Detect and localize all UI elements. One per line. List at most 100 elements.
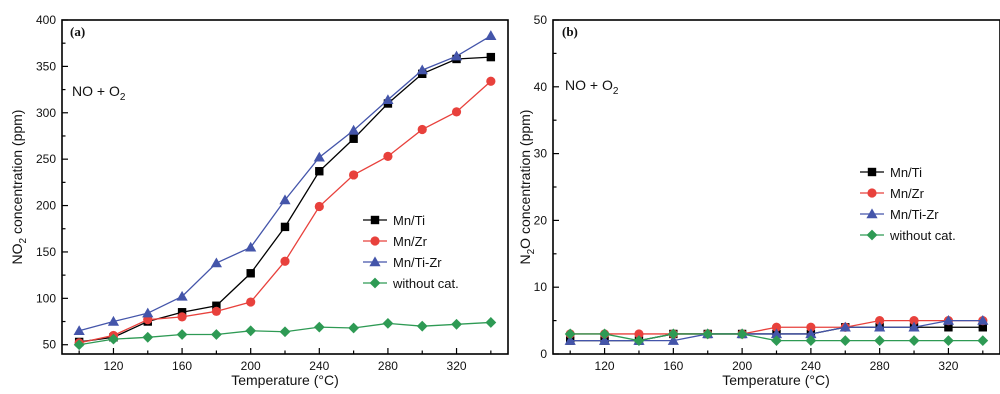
series-line-a-mn-zr bbox=[79, 80, 492, 344]
data-point-a-mn-ti-340 bbox=[486, 52, 496, 62]
chart-panel-a: 120 160 200 240 280 320 50 100 150 200 250 300 350 40… bbox=[9, 13, 509, 388]
data-point-a-mn-ti-260 bbox=[349, 134, 358, 143]
data-point-a-mn-ti-zr-100 bbox=[73, 325, 85, 336]
y-axis-title-b-rest: O concentration (ppm) bbox=[517, 110, 533, 249]
data-point-a-mn-ti-zr-160 bbox=[176, 290, 188, 301]
data-point-b-without-cat-200 bbox=[736, 328, 748, 340]
data-point-a-mn-ti-180 bbox=[212, 301, 221, 310]
legend-marker-b-without-cat bbox=[866, 229, 878, 241]
y-axis-title-b: N2O concentration (ppm) bbox=[517, 110, 537, 265]
data-point-b-without-cat-140 bbox=[633, 335, 645, 347]
data-point-b-without-cat-340 bbox=[977, 335, 989, 347]
legend-b: Mn/Ti Mn/Zr Mn/Ti-Zr without cat. bbox=[860, 165, 956, 243]
y-axis-title-a-main: NO bbox=[9, 243, 25, 264]
y-axis-title-b-sub: 2 bbox=[526, 248, 537, 254]
data-point-b-without-cat-280 bbox=[874, 335, 886, 347]
x-tick-label-a-120: 120 bbox=[103, 359, 123, 373]
x-tick-label-a-160: 160 bbox=[172, 359, 192, 373]
data-point-a-without-cat-140 bbox=[142, 331, 154, 343]
data-point-b-without-cat-120 bbox=[599, 328, 610, 340]
x-tick-label-b-200: 200 bbox=[732, 359, 752, 373]
plot-frame-b bbox=[552, 19, 1000, 355]
data-point-a-mn-ti-zr-340 bbox=[485, 30, 497, 40]
y-axis-title-b-main: N bbox=[517, 254, 533, 264]
legend-label-a-without-cat: without cat. bbox=[392, 276, 459, 291]
data-point-a-without-cat-340 bbox=[485, 317, 497, 328]
legend-marker-a-mn-ti bbox=[370, 215, 380, 225]
data-point-b-without-cat-320 bbox=[943, 335, 954, 347]
legend-label-b-mn-zr: Mn/Zr bbox=[890, 186, 925, 201]
legend-label-b-without-cat: without cat. bbox=[889, 228, 956, 243]
data-point-a-mn-ti-zr-200 bbox=[245, 241, 257, 252]
data-point-a-mn-ti-zr-280 bbox=[382, 94, 394, 104]
y-tick-label-a-350: 350 bbox=[36, 59, 56, 73]
x-tick-label-a-320: 320 bbox=[447, 359, 467, 373]
data-point-b-without-cat-180 bbox=[702, 328, 714, 340]
condition-annotation-b-sub: 2 bbox=[613, 86, 619, 97]
x-tick-label-a-280: 280 bbox=[378, 359, 398, 373]
legend-marker-a-mn-ti-zr bbox=[369, 256, 381, 267]
data-point-b-mn-ti-zr-340 bbox=[977, 315, 989, 325]
data-point-a-without-cat-120 bbox=[108, 333, 119, 345]
data-point-a-mn-ti-zr-180 bbox=[210, 257, 222, 268]
data-point-a-mn-ti-zr-240 bbox=[313, 151, 325, 162]
data-point-a-mn-zr-340 bbox=[486, 76, 496, 86]
x-axis-title-b: Temperature (°C) bbox=[722, 372, 830, 388]
x-tick-label-b-280: 280 bbox=[870, 359, 890, 373]
data-point-b-mn-zr-280 bbox=[875, 316, 885, 326]
data-point-b-mn-zr-220 bbox=[771, 322, 782, 332]
data-point-a-mn-zr-160 bbox=[177, 312, 187, 322]
data-point-a-mn-ti-200 bbox=[246, 269, 255, 278]
condition-annotation-b: NO + O2 bbox=[565, 77, 619, 97]
y-tick-label-b-50: 50 bbox=[534, 13, 548, 27]
y-tick-label-b-40: 40 bbox=[534, 80, 548, 94]
x-tick-label-b-160: 160 bbox=[663, 359, 683, 373]
legend-label-a-mn-ti: Mn/Ti bbox=[393, 213, 425, 228]
condition-annotation-b-main: NO + O bbox=[565, 77, 613, 93]
data-point-b-mn-ti-zr-280 bbox=[874, 321, 886, 332]
data-point-a-mn-ti-zr-300 bbox=[416, 64, 428, 75]
data-point-a-without-cat-260 bbox=[348, 322, 360, 334]
panel-label-b: (b) bbox=[562, 24, 578, 39]
y-tick-label-b-0: 0 bbox=[540, 347, 547, 361]
axis-ticks-b: 120 160 200 240 280 320 0 10 20 30 40 50 bbox=[534, 13, 984, 373]
y-tick-label-a-300: 300 bbox=[36, 106, 56, 120]
legend-label-b-mn-ti-zr: Mn/Ti-Zr bbox=[890, 207, 939, 222]
x-tick-label-a-200: 200 bbox=[241, 359, 261, 373]
data-point-b-mn-zr-300 bbox=[909, 316, 919, 326]
data-point-b-mn-ti-320 bbox=[944, 323, 953, 332]
data-point-a-without-cat-280 bbox=[382, 317, 394, 329]
data-point-a-mn-ti-zr-260 bbox=[348, 124, 360, 135]
data-point-a-mn-zr-300 bbox=[417, 124, 427, 135]
data-point-a-mn-ti-zr-140 bbox=[142, 307, 154, 318]
legend-marker-b-mn-zr bbox=[867, 188, 877, 198]
legend-marker-a-without-cat bbox=[369, 277, 381, 289]
y-axis-title-a: NO2 concentration (ppm) bbox=[9, 110, 29, 265]
y-tick-label-b-30: 30 bbox=[534, 147, 548, 161]
data-point-b-mn-ti-zr-320 bbox=[942, 315, 955, 325]
chart-panel-b: 120 160 200 240 280 320 0 10 20 30 40 50 (b) NO + O… bbox=[517, 13, 1000, 388]
x-tick-label-b-320: 320 bbox=[938, 359, 958, 373]
data-point-a-mn-zr-280 bbox=[383, 151, 393, 161]
data-point-b-without-cat-220 bbox=[771, 335, 782, 347]
data-point-a-without-cat-200 bbox=[245, 325, 257, 337]
data-point-b-without-cat-300 bbox=[908, 335, 920, 347]
data-point-a-without-cat-220 bbox=[279, 326, 291, 338]
y-tick-label-a-50: 50 bbox=[43, 338, 57, 352]
data-point-a-without-cat-180 bbox=[210, 329, 222, 340]
data-point-b-mn-zr-240 bbox=[806, 322, 816, 332]
data-point-b-mn-ti-zr-100 bbox=[564, 335, 576, 345]
data-point-a-without-cat-160 bbox=[176, 329, 188, 340]
data-point-b-without-cat-260 bbox=[839, 335, 851, 347]
y-tick-label-a-250: 250 bbox=[36, 152, 56, 166]
data-point-a-mn-ti-zr-220 bbox=[279, 194, 291, 205]
series-group-b bbox=[564, 315, 989, 347]
data-point-a-mn-ti-zr-320 bbox=[450, 50, 463, 61]
condition-annotation-a-main: NO + O bbox=[72, 83, 120, 99]
data-point-a-mn-zr-180 bbox=[211, 306, 221, 316]
data-point-b-mn-ti-340 bbox=[978, 323, 988, 332]
data-point-b-without-cat-160 bbox=[667, 328, 679, 340]
data-point-b-mn-ti-zr-300 bbox=[908, 321, 920, 332]
legend-label-a-mn-zr: Mn/Zr bbox=[393, 234, 428, 249]
